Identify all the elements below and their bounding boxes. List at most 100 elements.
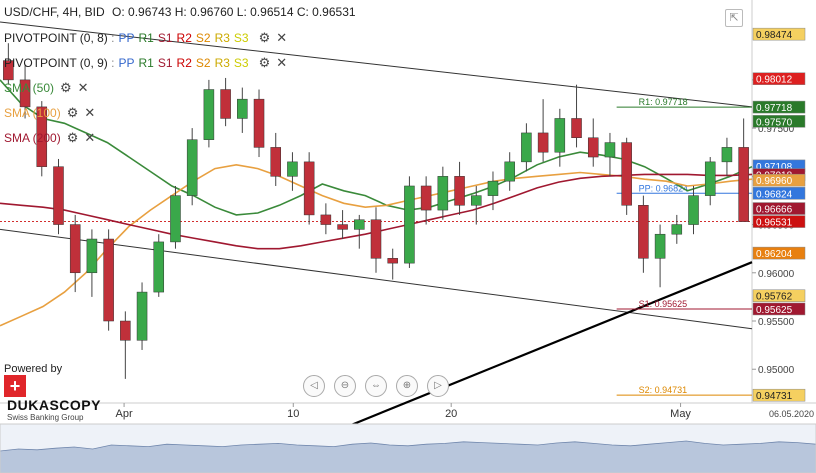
dukascopy-logo: Powered by + DUKASCOPY Swiss Banking Gro… xyxy=(4,363,124,422)
price-tag-box xyxy=(752,115,806,128)
candle-body xyxy=(153,241,165,293)
pivot-item-s2: S2 xyxy=(195,56,211,70)
y-tick-label: 0.95000 xyxy=(758,365,795,376)
close-icon[interactable]: ✕ xyxy=(276,55,288,70)
zoom-in-icon[interactable]: ⊕ xyxy=(396,375,418,397)
indicator-row: PIVOTPOINT (0, 9) : PP R1 S1 R2 S2 R3 S3 ⚙ ✕ xyxy=(4,55,287,71)
indicator-name[interactable]: PIVOTPOINT (0, 9) xyxy=(4,56,108,70)
indicator-row: PIVOTPOINT (0, 8) : PP R1 S1 R2 S2 R3 S3 ⚙ ✕ xyxy=(4,30,287,46)
candle-body xyxy=(287,161,298,177)
candle-body xyxy=(738,147,749,222)
indicator-row: SMA (50) ⚙ ✕ xyxy=(4,80,89,96)
close-icon[interactable]: ✕ xyxy=(276,30,288,45)
pivot-item-s3: S3 xyxy=(233,31,249,45)
candle-body xyxy=(671,224,683,235)
price-tag-box xyxy=(752,173,806,187)
candle-body xyxy=(220,89,231,119)
candle-body xyxy=(654,233,666,259)
price-tag-label: 0.96666 xyxy=(756,205,793,216)
pivot-item-r2: R2 xyxy=(176,56,192,70)
price-tag-label: 0.95762 xyxy=(756,292,793,303)
pivot-item-s2: S2 xyxy=(195,31,211,45)
gear-icon[interactable]: ⚙ xyxy=(66,105,79,120)
gear-icon[interactable]: ⚙ xyxy=(258,30,271,45)
price-tag-label: 0.94731 xyxy=(756,391,793,402)
trendline xyxy=(345,261,753,429)
candle-body xyxy=(688,195,699,225)
price-tag-box xyxy=(752,187,806,200)
pan-icon[interactable]: ⇔ xyxy=(365,375,387,397)
indicator-name[interactable]: SMA (100) xyxy=(4,106,61,120)
chevron-left-icon[interactable]: ◁ xyxy=(303,375,325,397)
candle-body xyxy=(303,161,315,216)
candle-body xyxy=(53,166,64,225)
candle-body xyxy=(638,205,649,259)
candle-body xyxy=(721,147,733,163)
price-tag-box xyxy=(752,72,806,85)
indicator-name[interactable]: SMA (50) xyxy=(4,81,55,95)
candle-body xyxy=(69,224,81,274)
x-tick-label: Apr xyxy=(116,408,133,420)
price-tag-label: 0.97108 xyxy=(756,162,793,173)
volume-panel-border xyxy=(0,423,816,473)
indicator-name[interactable]: PIVOTPOINT (0, 8) xyxy=(4,31,108,45)
chart-navigation: ◁ ⊖ ⇔ ⊕ ▷ xyxy=(303,375,458,397)
pivot-item-s1: S1 xyxy=(157,56,173,70)
candle-body xyxy=(120,320,131,341)
pivot-item-r1: R1 xyxy=(138,56,154,70)
price-tag-box xyxy=(752,27,806,41)
gear-icon[interactable]: ⚙ xyxy=(60,80,72,95)
price-tag-label: 0.96824 xyxy=(756,189,793,200)
trendline xyxy=(0,21,753,108)
candle-body xyxy=(704,161,716,196)
candle-body xyxy=(571,118,582,138)
pivot-item-s3: S3 xyxy=(233,56,249,70)
candle-body xyxy=(437,176,449,211)
candle-body xyxy=(554,118,566,153)
close-icon[interactable]: ✕ xyxy=(84,130,96,145)
price-tag-box xyxy=(752,246,806,260)
candle-body xyxy=(521,132,532,163)
y-tick-label: 0.96000 xyxy=(758,269,795,280)
logo-name: DUKASCOPY xyxy=(7,397,101,413)
indicator-name[interactable]: SMA (200) xyxy=(4,131,61,145)
pivot-item-r3: R3 xyxy=(214,56,230,70)
candle-body xyxy=(537,132,549,153)
candle-body xyxy=(471,195,482,206)
candle-body xyxy=(270,147,281,177)
ohlc-readout: O: 0.96743 H: 0.96760 L: 0.96514 C: 0.96… xyxy=(112,5,356,19)
pivot-level-label: S2: 0.94731 xyxy=(639,385,688,395)
price-tag-label: 0.96960 xyxy=(756,176,793,187)
candle-body xyxy=(36,106,48,167)
pivot-level-label: PP: 0.96824 xyxy=(639,183,689,193)
close-icon[interactable]: ✕ xyxy=(77,80,89,95)
logo-cross-icon: + xyxy=(4,375,26,397)
gear-icon[interactable]: ⚙ xyxy=(258,55,271,70)
gear-icon[interactable]: ⚙ xyxy=(66,130,79,145)
candle-body xyxy=(370,219,382,259)
expand-icon[interactable]: ⇱ xyxy=(725,9,743,27)
y-tick-label: 0.95500 xyxy=(758,317,795,328)
candle-body xyxy=(136,291,148,341)
chevron-right-icon[interactable]: ▷ xyxy=(427,375,449,397)
last-date-label: 06.05.2020 xyxy=(769,409,814,419)
candle-body xyxy=(337,224,348,230)
indicator-row: SMA (100) ⚙ ✕ xyxy=(4,105,95,121)
candle-body xyxy=(170,195,181,243)
price-tag-box xyxy=(752,215,806,228)
candle-body xyxy=(587,137,599,158)
price-tag-label: 0.98012 xyxy=(756,75,793,86)
logo-tagline: Swiss Banking Group xyxy=(7,413,84,422)
candle-body xyxy=(3,60,14,81)
candle-body xyxy=(86,238,98,274)
pivot-item-r3: R3 xyxy=(214,31,230,45)
close-icon[interactable]: ✕ xyxy=(84,105,96,120)
candle-body xyxy=(203,89,215,140)
pivot-item-s1: S1 xyxy=(157,31,173,45)
price-tag-box xyxy=(752,100,806,114)
pivot-item-pp: PP xyxy=(118,31,135,45)
pivot-item-r1: R1 xyxy=(138,31,154,45)
zoom-out-icon[interactable]: ⊖ xyxy=(334,375,356,397)
